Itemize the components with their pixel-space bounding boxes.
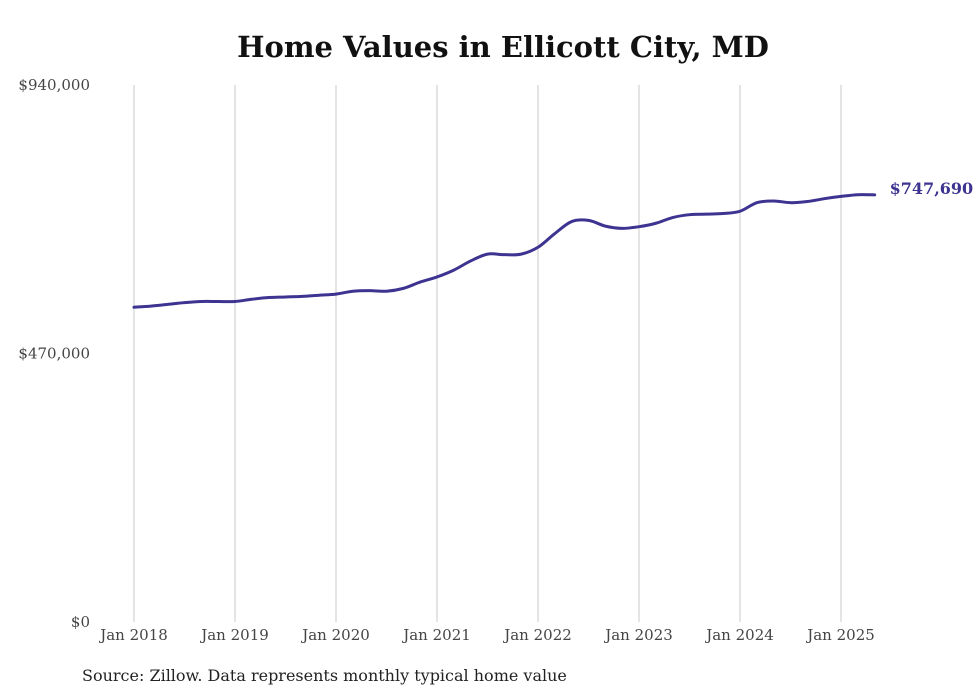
x-tick-label: Jan 2022 (502, 626, 572, 644)
last-value-label: $747,690 (890, 179, 974, 198)
x-tick-label: Jan 2020 (300, 626, 370, 644)
y-tick-label: $0 (71, 613, 90, 631)
chart-title: Home Values in Ellicott City, MD (237, 30, 769, 64)
source-note: Source: Zillow. Data represents monthly … (82, 666, 567, 685)
series-line (132, 193, 877, 309)
grid-lines (133, 85, 842, 622)
x-tick-label: Jan 2025 (805, 626, 875, 644)
x-axis-ticks: Jan 2018 Jan 2019 Jan 2020 Jan 2021 Jan 2022… (98, 626, 875, 644)
x-tick-label: Jan 2021 (401, 626, 471, 644)
series-layer (132, 193, 877, 309)
x-tick-label: Jan 2024 (704, 626, 774, 644)
y-axis-ticks: $0 $470,000 $940,000 (18, 76, 90, 631)
x-tick-label: Jan 2023 (603, 626, 673, 644)
y-tick-label: $940,000 (18, 76, 90, 94)
y-tick-label: $470,000 (18, 345, 90, 363)
x-tick-label: Jan 2019 (199, 626, 269, 644)
end-label-layer: $747,690 (890, 179, 974, 198)
x-tick-label: Jan 2018 (98, 626, 168, 644)
